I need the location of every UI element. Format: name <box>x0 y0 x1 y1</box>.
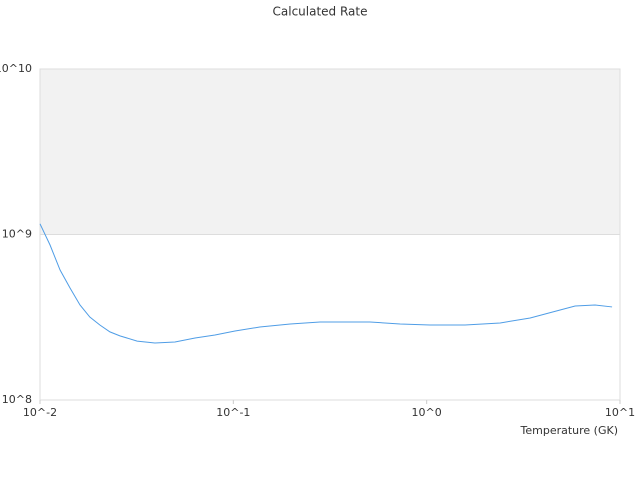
x-tick-label: 10^-1 <box>216 406 250 419</box>
shaded-band <box>40 69 620 235</box>
x-tick-label: 10^0 <box>412 406 442 419</box>
x-tick-label: 10^-2 <box>23 406 57 419</box>
y-tick-label: 10^8 <box>2 393 32 406</box>
y-tick-label: 10^9 <box>2 228 32 241</box>
x-axis-label: Temperature (GK) <box>520 424 619 437</box>
y-tick-label: 10^10 <box>0 62 32 75</box>
data-line <box>39 223 613 344</box>
x-tick-label: 10^1 <box>605 406 635 419</box>
chart-title: Calculated Rate <box>273 5 368 19</box>
